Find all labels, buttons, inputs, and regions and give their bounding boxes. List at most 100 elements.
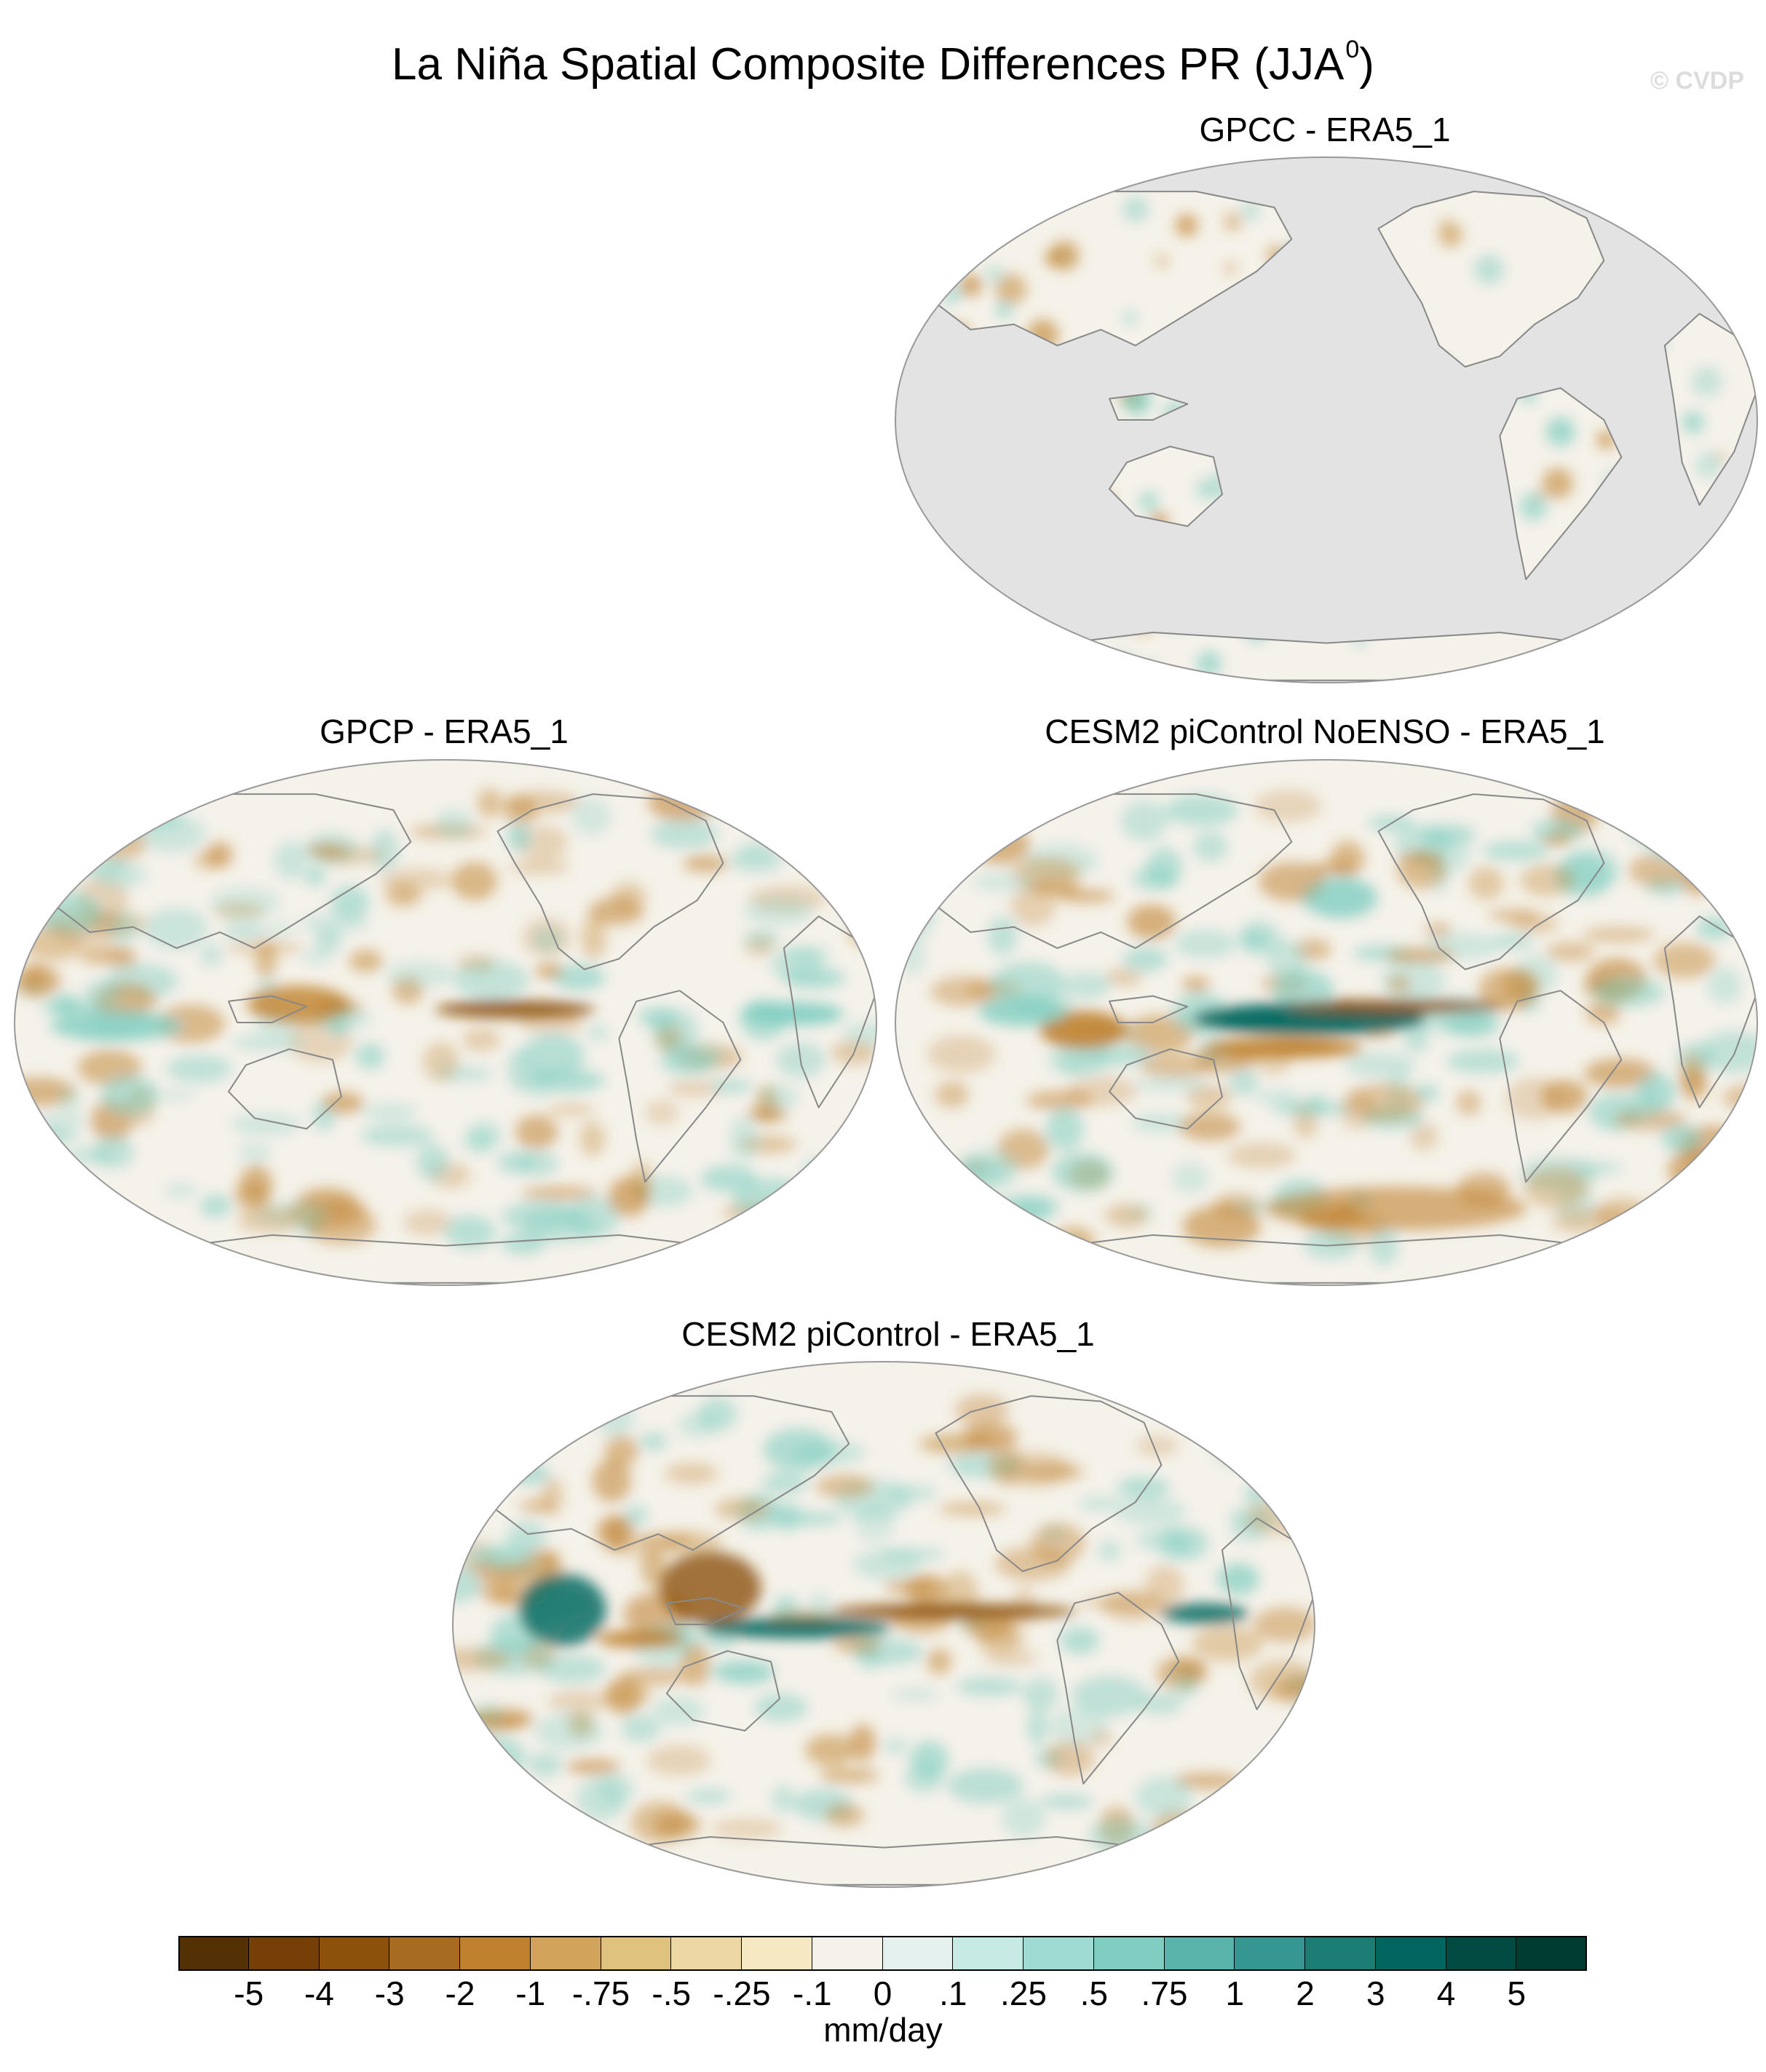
- anomaly-blob: [646, 1744, 711, 1777]
- anomaly-blob: [523, 1207, 598, 1244]
- anomaly-blob: [807, 803, 867, 830]
- anomaly-blob: [1708, 1176, 1757, 1207]
- colorbar-tick-label: 4: [1436, 1974, 1456, 2012]
- anomaly-blob: [595, 1400, 634, 1436]
- anomaly-blob: [680, 1643, 711, 1687]
- anomaly-blob: [15, 1222, 81, 1240]
- colorbar-box: [460, 1936, 531, 1971]
- anomaly-blob: [1144, 662, 1158, 676]
- anomaly-blob: [641, 1547, 666, 1587]
- colorbar-tick-label: 3: [1366, 1974, 1385, 2012]
- anomaly-blob: [1225, 1415, 1260, 1444]
- anomaly-blob: [1271, 1100, 1349, 1116]
- map-outline: [14, 759, 877, 1286]
- anomaly-blob: [1088, 1731, 1114, 1746]
- anomaly-blob: [1267, 940, 1307, 980]
- anomaly-blob: [1121, 801, 1168, 841]
- anomaly-blob: [518, 1013, 585, 1035]
- anomaly-blob: [587, 1025, 609, 1041]
- anomaly-blob: [918, 205, 933, 224]
- colorbar-box: [1375, 1936, 1446, 1971]
- anomaly-blob: [1202, 1414, 1255, 1450]
- anomaly-blob: [1253, 1607, 1315, 1643]
- coastline-australia: [666, 1650, 780, 1731]
- anomaly-blob: [895, 895, 935, 940]
- anomaly-blob: [15, 888, 44, 900]
- anomaly-blob: [941, 827, 965, 862]
- anomaly-blob: [1182, 1205, 1261, 1247]
- anomaly-blob: [686, 1788, 732, 1804]
- anomaly-blob: [710, 1662, 772, 1682]
- anomaly-blob: [274, 841, 307, 880]
- anomaly-blob: [918, 562, 926, 571]
- anomaly-blob: [620, 1667, 689, 1686]
- anomaly-blob: [1660, 1125, 1702, 1152]
- anomaly-blob: [972, 872, 1038, 892]
- anomaly-blob: [1048, 1044, 1091, 1076]
- coastline-maritime: [228, 995, 308, 1023]
- colorbar-tick-label: 2: [1296, 1974, 1315, 2012]
- anomaly-blob: [1303, 1230, 1358, 1260]
- anomaly-blob: [966, 667, 979, 680]
- anomaly-blob: [510, 858, 570, 875]
- anomaly-blob: [1107, 655, 1138, 680]
- anomaly-blob: [1177, 1409, 1252, 1423]
- anomaly-blob: [158, 1089, 195, 1101]
- anomaly-blob: [927, 1034, 996, 1073]
- anomaly-blob: [746, 1108, 788, 1122]
- anomaly-blob: [1155, 254, 1168, 268]
- anomaly-blob: [757, 811, 792, 843]
- anomaly-blob: [598, 1772, 634, 1806]
- anomaly-blob: [435, 808, 472, 840]
- anomaly-blob: [884, 314, 903, 333]
- anomaly-blob: [95, 862, 147, 888]
- anomaly-blob: [697, 1397, 737, 1432]
- anomaly-blob: [1446, 1049, 1519, 1073]
- anomaly-blob: [743, 930, 780, 948]
- anomaly-blob: [994, 273, 1027, 306]
- anomaly-blob: [1387, 975, 1411, 993]
- anomaly-blob: [879, 1548, 946, 1560]
- anomaly-blob: [491, 1393, 540, 1424]
- anomaly-blob: [497, 1151, 535, 1174]
- anomaly-blob: [1745, 895, 1757, 921]
- anomaly-blob: [985, 264, 1004, 284]
- anomaly-blob: [895, 1237, 967, 1253]
- anomaly-blob: [711, 1819, 783, 1838]
- anomaly-field: [15, 783, 876, 1254]
- coastline-south-america: [618, 990, 742, 1183]
- anomaly-blob: [451, 862, 498, 901]
- atlantic-wet-band: [1161, 1603, 1249, 1624]
- anomaly-blob: [1022, 1678, 1058, 1711]
- anomaly-blob: [956, 1677, 1023, 1696]
- anomaly-blob: [918, 191, 922, 197]
- anomaly-blob: [1214, 1821, 1260, 1851]
- anomaly-blob: [1473, 254, 1504, 285]
- anomaly-blob: [1505, 1077, 1564, 1121]
- colorbar-tick-label: -3: [374, 1974, 405, 2012]
- anomaly-blob: [1653, 942, 1716, 979]
- anomaly-blob: [1577, 664, 1598, 680]
- anomaly-blob: [255, 940, 277, 980]
- anomaly-blob: [265, 922, 296, 936]
- anomaly-blob: [895, 832, 906, 846]
- anomaly-blob: [416, 1143, 449, 1180]
- anomaly-blob: [1441, 217, 1450, 226]
- anomaly-blob: [1409, 1122, 1438, 1151]
- anomaly-blob: [1115, 1497, 1187, 1526]
- anomaly-blob: [919, 227, 946, 254]
- itcz-dry-band: [435, 1001, 595, 1018]
- colorbar-tick-label: .1: [939, 1974, 967, 2012]
- pacific-wet-band: [702, 1618, 892, 1638]
- anomaly-blob: [1135, 1531, 1177, 1550]
- anomaly-blob: [230, 1113, 301, 1136]
- anomaly-blob: [360, 1124, 434, 1147]
- anomaly-blob: [547, 1822, 571, 1838]
- anomaly-blob: [930, 976, 999, 1007]
- colorbar-tick-label: 5: [1507, 1974, 1527, 2012]
- anomaly-blob: [1240, 930, 1270, 948]
- anomaly-blob: [1488, 908, 1540, 923]
- anomaly-blob: [714, 1498, 769, 1520]
- anomaly-blob: [156, 1004, 225, 1043]
- anomaly-blob: [1269, 1414, 1315, 1437]
